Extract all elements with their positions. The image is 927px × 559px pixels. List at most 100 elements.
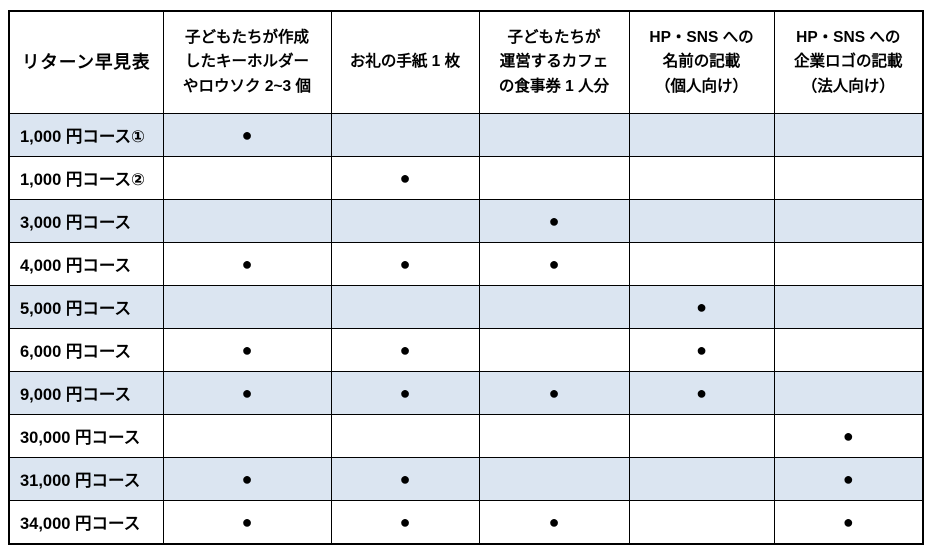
column-header-letter: お礼の手紙 1 枚 <box>330 10 480 114</box>
dot-cell-empty <box>773 113 924 157</box>
header-row: リターン早見表 子どもたちが作成 したキーホルダー やロウソク 2~3 個 お礼… <box>8 10 924 114</box>
dot-cell-filled: ● <box>478 199 630 243</box>
dot-icon: ● <box>696 383 707 403</box>
dot-cell-filled: ● <box>773 414 924 458</box>
dot-icon: ● <box>399 383 411 403</box>
dot-cell-filled: ● <box>773 500 924 544</box>
table-body: 1,000 円コース① ● 1,000 円コース② ● 3,000 円コース ● 4,000… <box>8 113 924 544</box>
column-header-name-listing: HP・SNS への 名前の記載 （個人向け） <box>628 10 775 114</box>
dot-cell-empty <box>628 199 775 243</box>
dot-cell-empty <box>162 414 332 458</box>
dot-cell-empty <box>162 199 332 243</box>
dot-cell-filled: ● <box>330 371 480 415</box>
dot-cell-filled: ● <box>330 242 480 286</box>
table-row: 6,000 円コース ● ● ● <box>8 328 924 372</box>
table-row: 1,000 円コース① ● <box>8 113 924 157</box>
dot-icon: ● <box>241 340 253 360</box>
dot-cell-filled: ● <box>162 500 332 544</box>
dot-icon: ● <box>241 383 253 403</box>
dot-icon: ● <box>399 469 411 489</box>
column-header-cafe-ticket: 子どもたちが 運営するカフェ の食事券 1 人分 <box>478 10 630 114</box>
dot-cell-filled: ● <box>628 328 775 372</box>
dot-cell-empty <box>330 113 480 157</box>
dot-icon: ● <box>399 168 411 188</box>
dot-cell-empty <box>773 285 924 329</box>
dot-icon: ● <box>399 340 411 360</box>
dot-cell-empty <box>478 156 630 200</box>
dot-cell-empty <box>330 414 480 458</box>
dot-cell-empty <box>773 328 924 372</box>
dot-cell-filled: ● <box>478 371 630 415</box>
dot-icon: ● <box>842 511 854 532</box>
dot-cell-empty <box>162 156 332 200</box>
dot-icon: ● <box>399 511 411 532</box>
table-row: 34,000 円コース ● ● ● ● <box>8 500 924 544</box>
course-label: 31,000 円コース <box>8 457 164 501</box>
dot-cell-filled: ● <box>162 328 332 372</box>
dot-icon: ● <box>241 125 253 145</box>
dot-cell-filled: ● <box>330 156 480 200</box>
dot-cell-empty <box>162 285 332 329</box>
dot-icon: ● <box>548 511 560 532</box>
course-label: 3,000 円コース <box>8 199 164 243</box>
table-title: リターン早見表 <box>8 10 164 114</box>
dot-cell-empty <box>628 242 775 286</box>
course-label: 30,000 円コース <box>8 414 164 458</box>
dot-cell-empty <box>478 113 630 157</box>
dot-cell-empty <box>478 457 630 501</box>
dot-cell-empty <box>628 414 775 458</box>
dot-cell-empty <box>628 500 775 544</box>
dot-cell-empty <box>628 113 775 157</box>
dot-cell-filled: ● <box>162 457 332 501</box>
dot-icon: ● <box>241 511 253 532</box>
dot-cell-filled: ● <box>628 371 775 415</box>
table-row: 4,000 円コース ● ● ● <box>8 242 924 286</box>
table-row: 9,000 円コース ● ● ● ● <box>8 371 924 415</box>
dot-cell-empty <box>478 414 630 458</box>
table-row: 3,000 円コース ● <box>8 199 924 243</box>
table-row: 1,000 円コース② ● <box>8 156 924 200</box>
table-row: 30,000 円コース ● <box>8 414 924 458</box>
dot-icon: ● <box>696 297 707 317</box>
dot-cell-empty <box>773 371 924 415</box>
dot-cell-filled: ● <box>162 242 332 286</box>
dot-cell-filled: ● <box>330 457 480 501</box>
dot-cell-filled: ● <box>478 500 630 544</box>
dot-cell-filled: ● <box>478 242 630 286</box>
course-label: 6,000 円コース <box>8 328 164 372</box>
course-label: 1,000 円コース② <box>8 156 164 200</box>
dot-icon: ● <box>696 340 707 360</box>
dot-icon: ● <box>842 469 854 489</box>
dot-icon: ● <box>241 254 253 274</box>
dot-cell-empty <box>478 328 630 372</box>
dot-cell-empty <box>330 199 480 243</box>
dot-cell-empty <box>773 156 924 200</box>
dot-icon: ● <box>548 211 560 231</box>
course-label: 9,000 円コース <box>8 371 164 415</box>
dot-cell-empty <box>628 156 775 200</box>
course-label: 4,000 円コース <box>8 242 164 286</box>
dot-cell-filled: ● <box>773 457 924 501</box>
dot-cell-empty <box>330 285 480 329</box>
dot-icon: ● <box>548 254 560 274</box>
dot-icon: ● <box>548 383 560 403</box>
return-quick-reference-table: リターン早見表 子どもたちが作成 したキーホルダー やロウソク 2~3 個 お礼… <box>8 10 924 545</box>
dot-cell-empty <box>478 285 630 329</box>
column-header-keyholder: 子どもたちが作成 したキーホルダー やロウソク 2~3 個 <box>162 10 332 114</box>
table-row: 31,000 円コース ● ● ● <box>8 457 924 501</box>
column-header-logo-listing: HP・SNS への 企業ロゴの記載 （法人向け） <box>773 10 924 114</box>
dot-cell-filled: ● <box>162 371 332 415</box>
dot-cell-filled: ● <box>628 285 775 329</box>
table-row: 5,000 円コース ● <box>8 285 924 329</box>
dot-icon: ● <box>241 469 253 489</box>
dot-icon: ● <box>842 426 854 446</box>
dot-cell-filled: ● <box>330 328 480 372</box>
dot-cell-filled: ● <box>330 500 480 544</box>
dot-icon: ● <box>399 254 411 274</box>
dot-cell-empty <box>628 457 775 501</box>
dot-cell-filled: ● <box>162 113 332 157</box>
course-label: 5,000 円コース <box>8 285 164 329</box>
course-label: 1,000 円コース① <box>8 113 164 157</box>
dot-cell-empty <box>773 199 924 243</box>
